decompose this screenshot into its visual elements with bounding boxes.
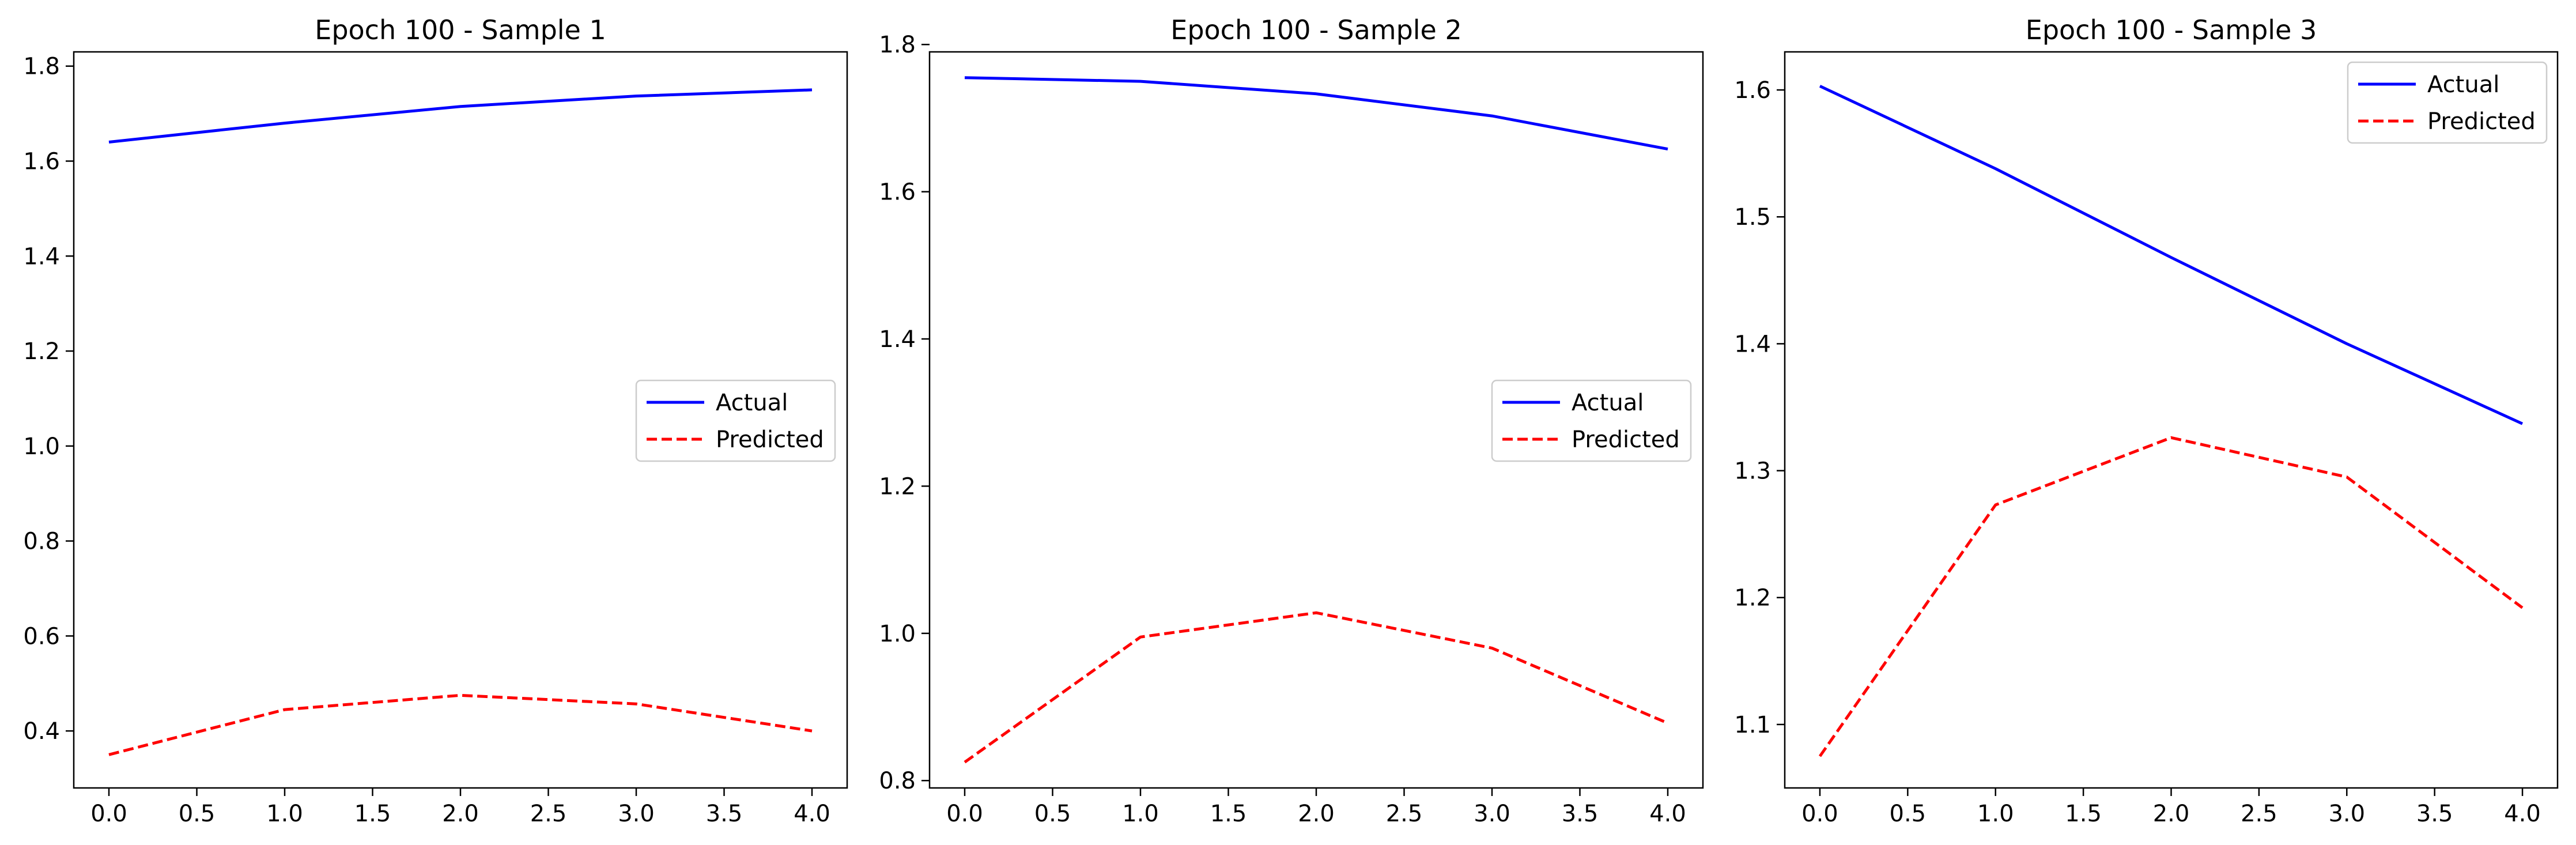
series-line-predicted [1818,436,2524,757]
legend-label: Predicted [2427,108,2536,135]
x-tick-label: 0.5 [1034,801,1071,827]
y-tick-label: 1.0 [23,433,60,460]
chart-title: Epoch 100 - Sample 1 [315,14,606,46]
x-tick-label: 1.0 [1122,801,1159,827]
x-tick-label: 4.0 [2504,801,2541,827]
y-tick-label: 1.6 [1734,77,1771,104]
x-tick-label: 1.5 [1210,801,1247,827]
y-tick-label: 1.0 [879,621,916,647]
y-tick-label: 1.2 [879,473,916,500]
y-tick-label: 1.4 [879,326,916,353]
x-tick-label: 2.5 [530,801,567,827]
legend-box [635,379,836,462]
x-tick-label: 2.0 [2153,801,2190,827]
y-tick-label: 1.5 [1734,204,1771,231]
x-tick-label: 2.0 [1298,801,1335,827]
chart-legend: Actual Predicted [2347,61,2548,144]
x-tick-label: 3.0 [2328,801,2365,827]
series-line-actual [1819,85,2524,425]
chart-panel-3: Epoch 100 - Sample 3 0.0 0.5 1.0 1.5 2.0 2.5 3.… [1734,14,2559,827]
y-tick-label: 1.1 [1734,712,1771,738]
y-tick-label: 1.3 [1734,458,1771,485]
x-tick-label: 2.5 [2241,801,2277,827]
plot-frame [1784,51,2559,789]
series-line-actual [108,88,813,144]
x-tick-label: 2.0 [442,801,479,827]
y-tick-label: 0.8 [23,529,60,555]
series-line-predicted [964,611,1668,764]
y-tick-label: 1.6 [879,179,916,206]
legend-box [1491,379,1692,462]
chart-legend: Actual Predicted [635,379,836,462]
y-tick-label: 1.2 [23,338,60,365]
legend-box [2347,61,2548,144]
series-line-actual [964,76,1668,151]
x-tick-label: 1.5 [354,801,391,827]
x-tick-label: 0.0 [946,801,983,827]
x-tick-label: 3.5 [706,801,743,827]
legend-label: Actual [2427,71,2499,98]
chart-panel-2: Epoch 100 - Sample 2 0.0 0.5 1.0 1.5 2.0 2.5 3.… [879,14,1704,827]
legend-label: Actual [716,390,788,416]
chart-panel-1: Epoch 100 - Sample 1 0.0 0.5 1.0 1.5 2.0 2.5 3.… [23,14,848,827]
y-tick-label: 1.8 [23,54,60,80]
x-tick-label: 3.0 [1474,801,1510,827]
y-tick-label: 0.4 [23,718,60,745]
y-tick-label: 1.4 [1734,331,1771,357]
chart-legend: Actual Predicted [1491,379,1692,462]
legend-label: Predicted [1572,427,1680,453]
x-tick-label: 1.5 [2065,801,2102,827]
x-tick-label: 1.0 [1977,801,2014,827]
x-tick-label: 0.5 [179,801,216,827]
series-line-predicted [108,693,813,756]
y-tick-label: 0.8 [879,768,916,794]
legend-label: Actual [1572,390,1644,416]
x-tick-label: 4.0 [1649,801,1686,827]
x-tick-label: 3.5 [1562,801,1599,827]
x-tick-label: 4.0 [794,801,830,827]
y-tick-label: 1.6 [23,148,60,175]
y-tick-label: 1.4 [23,243,60,270]
chart-title: Epoch 100 - Sample 2 [1170,14,1461,46]
chart-title: Epoch 100 - Sample 3 [2026,14,2317,46]
legend-label: Predicted [716,427,824,453]
y-tick-label: 1.8 [879,32,916,58]
x-tick-label: 0.5 [1890,801,1927,827]
x-tick-label: 3.5 [2416,801,2453,827]
x-tick-label: 2.5 [1386,801,1423,827]
x-tick-label: 0.0 [1801,801,1838,827]
x-tick-label: 1.0 [266,801,303,827]
y-tick-label: 1.2 [1734,585,1771,612]
y-tick-label: 0.6 [23,623,60,650]
x-tick-label: 3.0 [618,801,655,827]
x-tick-label: 0.0 [90,801,127,827]
